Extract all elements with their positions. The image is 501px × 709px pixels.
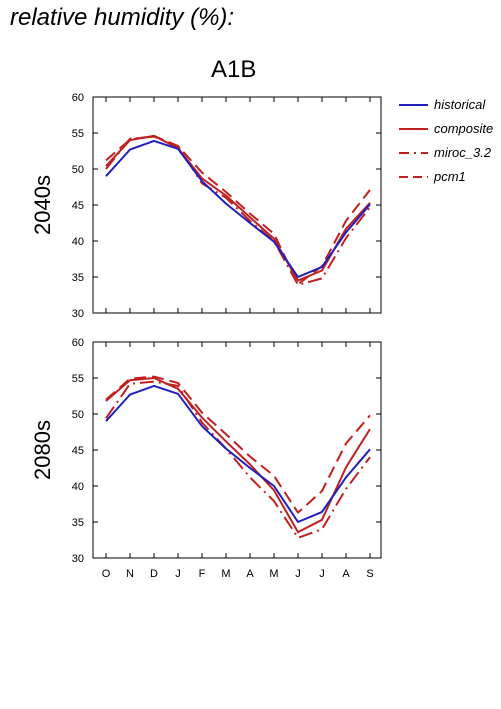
legend: historical composite miroc_3.2 pcm1 bbox=[399, 97, 493, 184]
scenario-title: A1B bbox=[211, 56, 257, 83]
panel-2040s: 30 35 40 45 50 55 60 2040s bbox=[30, 92, 382, 320]
y-tick-label: 30 bbox=[72, 553, 84, 565]
y-tick-label: 60 bbox=[72, 92, 84, 104]
series-line-pcm1 bbox=[105, 375, 371, 514]
panel-2080s: 30 35 40 45 50 55 60 O N D J F M A M J J A S 2080s bbox=[30, 337, 382, 580]
plot-frame bbox=[92, 341, 382, 559]
page-title: relative humidity (%): bbox=[10, 4, 235, 31]
y-tick-label: 55 bbox=[72, 373, 84, 385]
x-tick-label: S bbox=[366, 568, 373, 580]
y-tick-label: 60 bbox=[72, 337, 84, 349]
panels-layer: 30 35 40 45 50 55 60 2040s 30 35 40 45 50 55 60 O N D J F M A… bbox=[30, 92, 382, 580]
x-tick-label: F bbox=[199, 568, 206, 580]
series-line-composite bbox=[105, 377, 371, 534]
x-tick-label: N bbox=[126, 568, 134, 580]
y-tick-label: 40 bbox=[72, 481, 84, 493]
x-tick-label: J bbox=[295, 568, 301, 580]
y-tick-label: 45 bbox=[72, 200, 84, 212]
legend-label-historical: historical bbox=[434, 97, 486, 112]
series-line-miroc_3.2 bbox=[105, 380, 371, 539]
series-line-historical bbox=[105, 139, 371, 278]
y-tick-label: 45 bbox=[72, 445, 84, 457]
x-tick-label: J bbox=[175, 568, 181, 580]
y-tick-label: 40 bbox=[72, 236, 84, 248]
x-tick-label: O bbox=[102, 568, 111, 580]
x-tick-label: D bbox=[150, 568, 158, 580]
x-tick-label: M bbox=[269, 568, 278, 580]
y-tick-label: 35 bbox=[72, 517, 84, 529]
panel-label: 2080s bbox=[30, 420, 55, 480]
y-tick-label: 50 bbox=[72, 409, 84, 421]
y-tick-label: 55 bbox=[72, 128, 84, 140]
y-tick-label: 35 bbox=[72, 272, 84, 284]
x-tick-label: A bbox=[342, 568, 350, 580]
x-tick-label: A bbox=[246, 568, 254, 580]
series-line-miroc_3.2 bbox=[105, 135, 371, 286]
y-tick-label: 30 bbox=[72, 308, 84, 320]
panel-label: 2040s bbox=[30, 175, 55, 235]
legend-label-pcm1: pcm1 bbox=[433, 169, 466, 184]
x-tick-label: M bbox=[221, 568, 230, 580]
legend-label-composite: composite bbox=[434, 121, 493, 136]
series-line-pcm1 bbox=[105, 134, 371, 286]
x-tick-label: J bbox=[319, 568, 325, 580]
series-line-historical bbox=[105, 384, 371, 523]
legend-label-miroc_3.2: miroc_3.2 bbox=[434, 145, 492, 160]
y-tick-label: 50 bbox=[72, 164, 84, 176]
